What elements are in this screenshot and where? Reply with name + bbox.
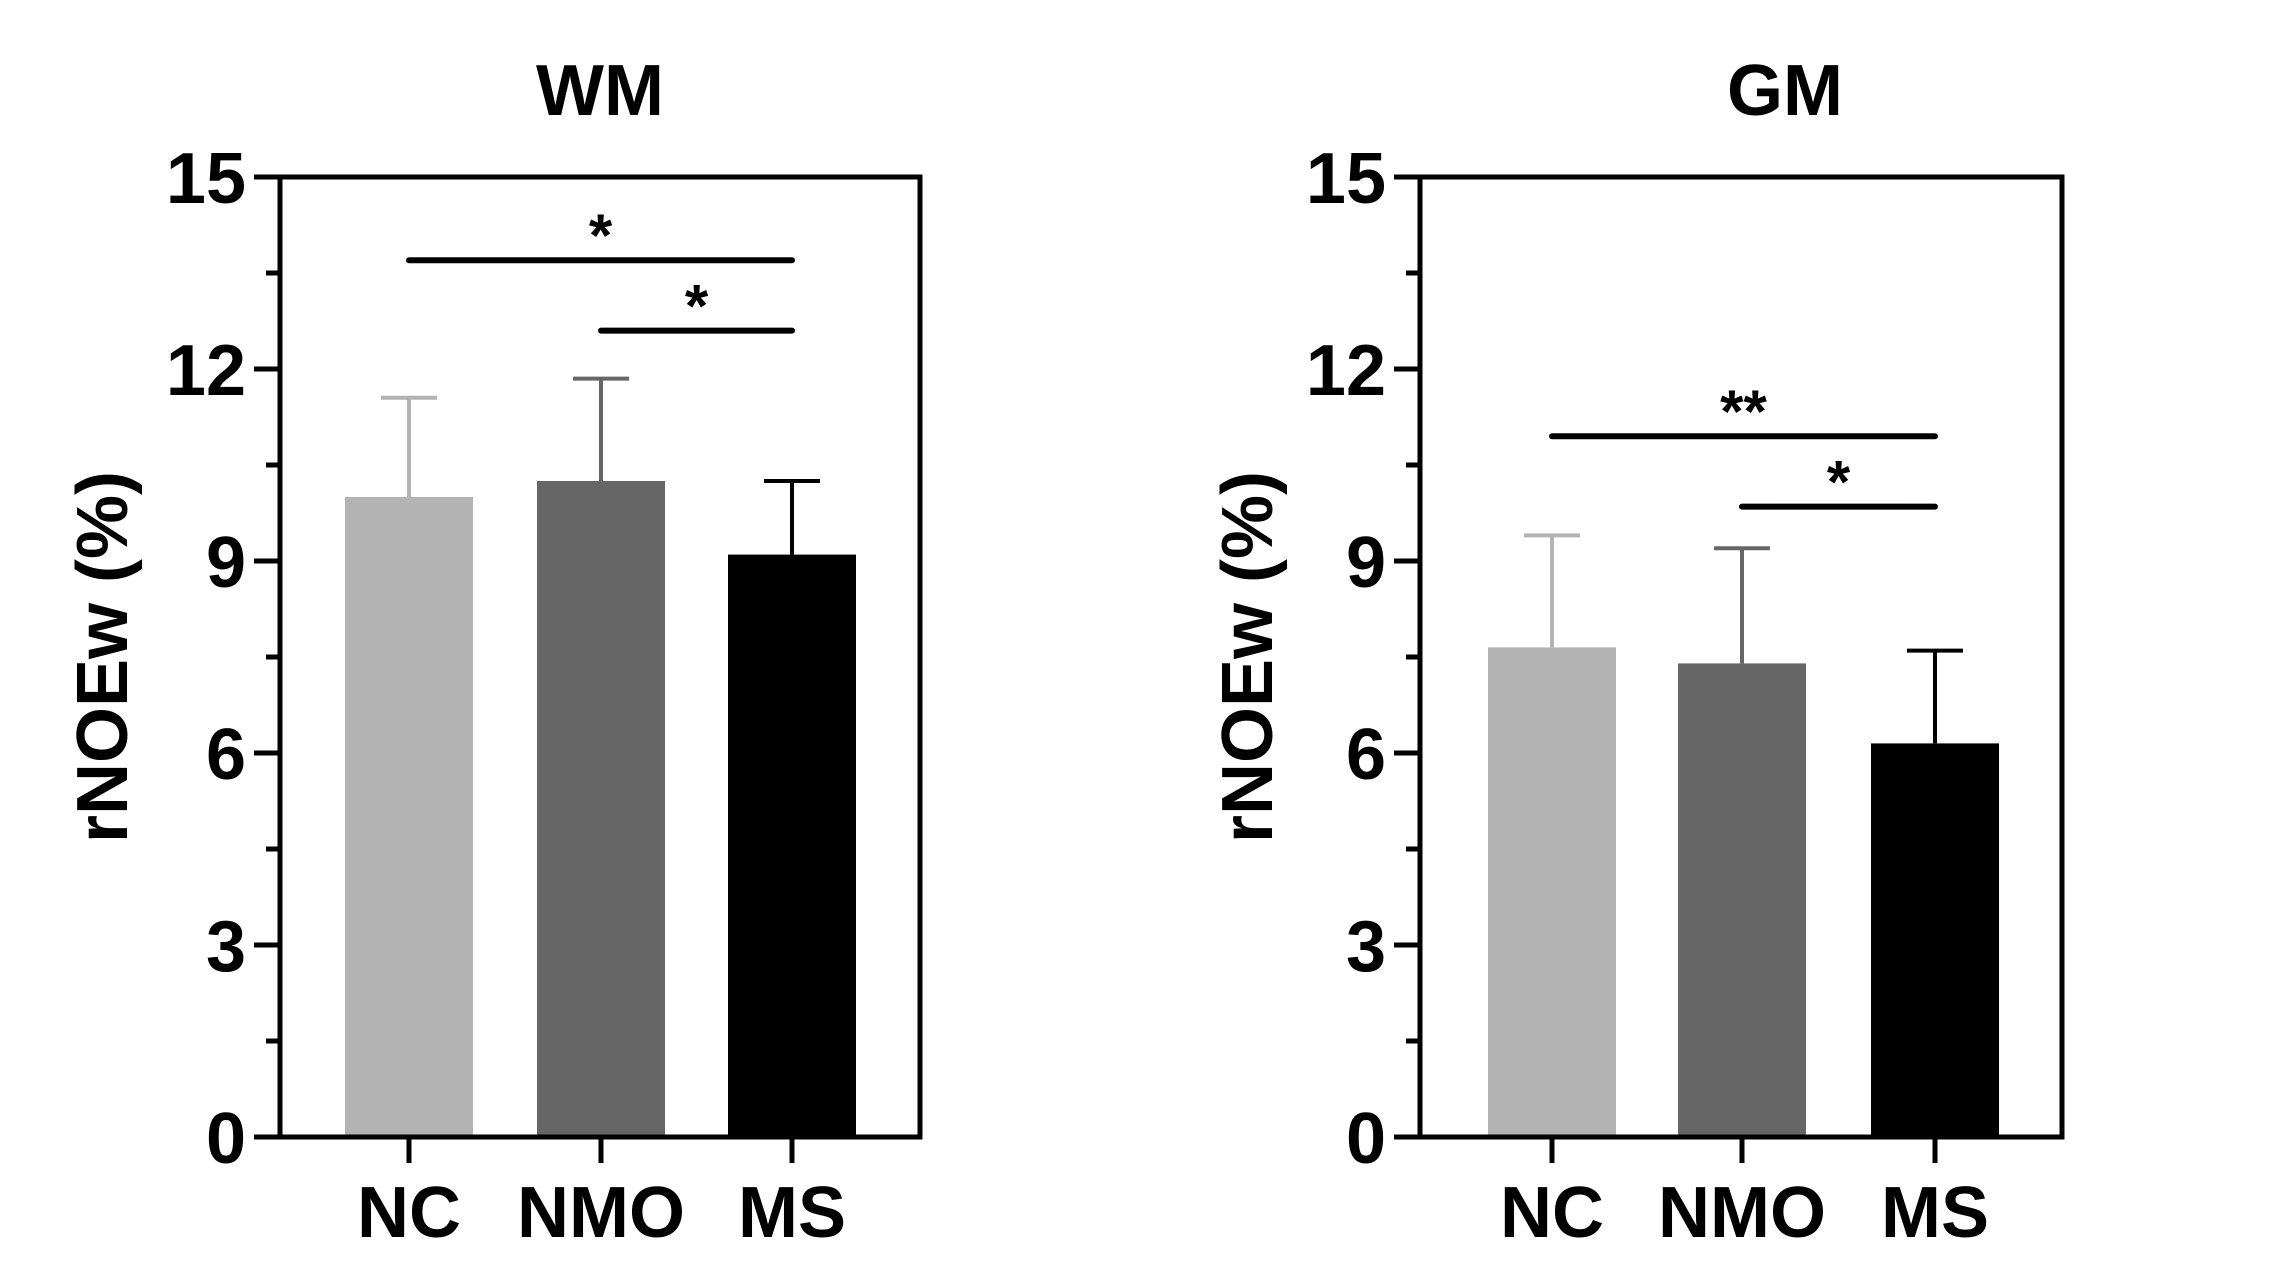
- y-tick-label: 6: [1346, 715, 1386, 795]
- chart-title: WM: [536, 51, 664, 131]
- significance-label: *: [1827, 449, 1851, 516]
- bar-nmo: [1678, 663, 1806, 1137]
- chart-panel-wm: WM rNOEw (%) 0 3 6 9 12 15 NC NMO MS * *: [63, 51, 923, 1253]
- significance-label: **: [1720, 378, 1767, 445]
- y-tick-label: 3: [1346, 907, 1386, 987]
- x-tick-label-nmo: NMO: [1658, 1173, 1826, 1253]
- y-tick-label: 12: [166, 331, 246, 411]
- chart-title: GM: [1727, 51, 1843, 131]
- y-tick-label: 9: [206, 523, 246, 603]
- y-tick-label: 0: [1346, 1099, 1386, 1179]
- y-tick-label: 15: [166, 139, 246, 219]
- bar-nc: [345, 497, 473, 1137]
- significance-label: *: [685, 273, 709, 340]
- y-axis-label: rNOEw (%): [63, 471, 143, 843]
- significance-label: *: [589, 202, 613, 269]
- y-tick-label: 6: [206, 715, 246, 795]
- x-tick-label-ms: MS: [1881, 1173, 1989, 1253]
- bar-nc: [1488, 647, 1616, 1137]
- bar-nmo: [537, 481, 665, 1137]
- y-tick-label: 0: [206, 1099, 246, 1179]
- bar-ms: [728, 554, 856, 1137]
- y-tick-label: 15: [1306, 139, 1386, 219]
- y-tick-label: 3: [206, 907, 246, 987]
- y-tick-label: 9: [1346, 523, 1386, 603]
- y-axis-label: rNOEw (%): [1208, 471, 1288, 843]
- bar-ms: [1871, 743, 1999, 1137]
- x-tick-label-nmo: NMO: [517, 1173, 685, 1253]
- x-tick-label-nc: NC: [357, 1173, 461, 1253]
- y-tick-label: 12: [1306, 331, 1386, 411]
- x-tick-label-ms: MS: [738, 1173, 846, 1253]
- x-tick-label-nc: NC: [1500, 1173, 1604, 1253]
